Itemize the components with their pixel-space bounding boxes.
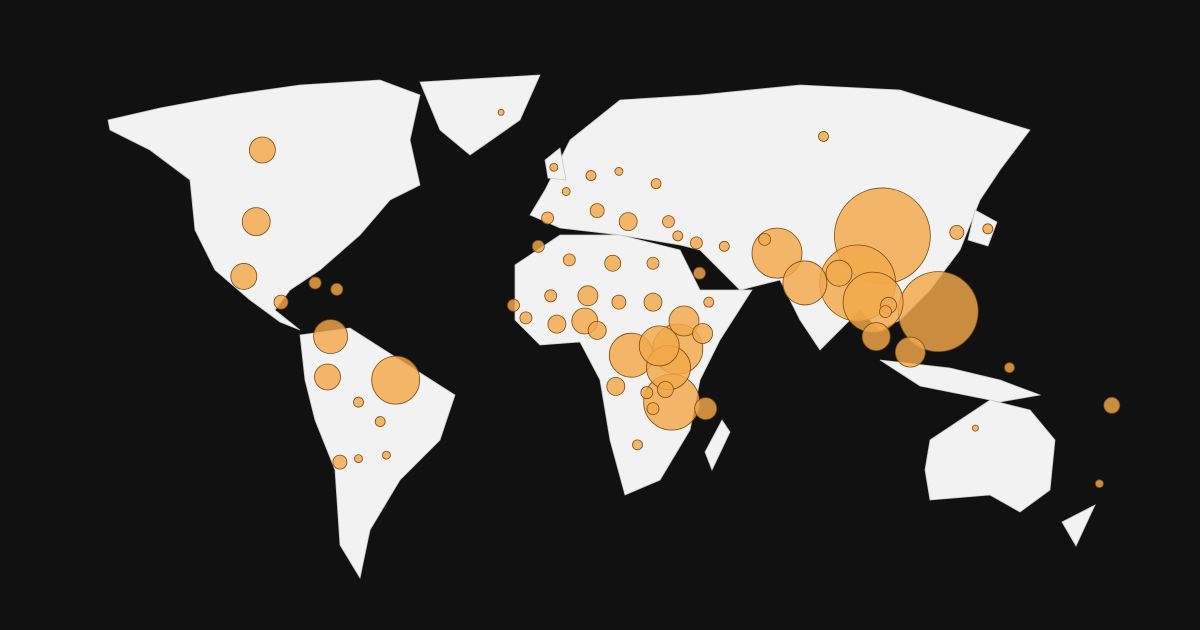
bubble: [982, 223, 994, 235]
north-america: [107, 79, 421, 331]
bubble: [632, 439, 643, 451]
bubble: [531, 239, 545, 253]
bubbles: [230, 108, 1121, 489]
bubble: [313, 319, 349, 354]
bubble: [618, 212, 638, 232]
bubble: [374, 416, 386, 427]
bubble: [611, 294, 627, 310]
bubble: [758, 233, 771, 246]
bubble: [672, 230, 684, 242]
bubble: [825, 259, 853, 287]
bubble: [547, 314, 567, 334]
bubble: [562, 253, 576, 267]
bubble: [668, 305, 700, 337]
bubble: [638, 325, 680, 367]
bubble: [703, 296, 715, 308]
bubble: [308, 276, 322, 290]
bubble: [561, 187, 571, 196]
bubble: [589, 203, 605, 219]
bubble: [354, 454, 363, 463]
bubble: [782, 260, 828, 306]
bubble: [604, 254, 622, 272]
bubble: [248, 136, 276, 164]
bubble: [646, 402, 660, 416]
australia: [924, 399, 1056, 513]
bubble: [640, 386, 654, 400]
bubble: [371, 355, 421, 405]
bubble: [949, 224, 965, 240]
bubble: [587, 320, 607, 340]
bubble: [650, 178, 662, 190]
bubble: [314, 363, 341, 391]
new-zealand: [1061, 504, 1096, 547]
bubble: [646, 256, 660, 270]
greenland: [419, 74, 541, 156]
bubble: [879, 305, 892, 319]
bubble: [1103, 396, 1121, 414]
bubble: [507, 298, 520, 312]
bubble: [972, 424, 979, 432]
bubble: [694, 397, 718, 421]
bubble: [332, 454, 348, 470]
madagascar: [704, 419, 731, 472]
bubble: [818, 131, 829, 142]
bubble: [273, 294, 289, 310]
bubble: [544, 289, 558, 303]
bubble: [693, 266, 706, 280]
bubble: [241, 207, 271, 237]
bubble: [861, 322, 891, 351]
bubble: [606, 376, 626, 396]
bubble: [662, 215, 675, 229]
bubble: [497, 108, 505, 116]
bubble: [519, 311, 533, 325]
bubble: [692, 323, 713, 344]
bubble: [549, 162, 559, 172]
bubble: [330, 282, 344, 296]
bubble: [585, 170, 597, 181]
bubble: [230, 263, 258, 290]
bubble: [894, 336, 926, 368]
bubble: [614, 167, 624, 176]
bubble: [643, 292, 663, 312]
bubble: [690, 236, 703, 250]
bubble: [541, 211, 554, 225]
bubble: [577, 285, 599, 307]
bubble: [1095, 479, 1104, 489]
bubble: [353, 396, 364, 408]
bubble: [1004, 362, 1015, 374]
maritime-asia: [879, 359, 1042, 403]
bubble: [657, 381, 674, 398]
bubble: [381, 450, 391, 460]
bubble: [718, 240, 730, 252]
